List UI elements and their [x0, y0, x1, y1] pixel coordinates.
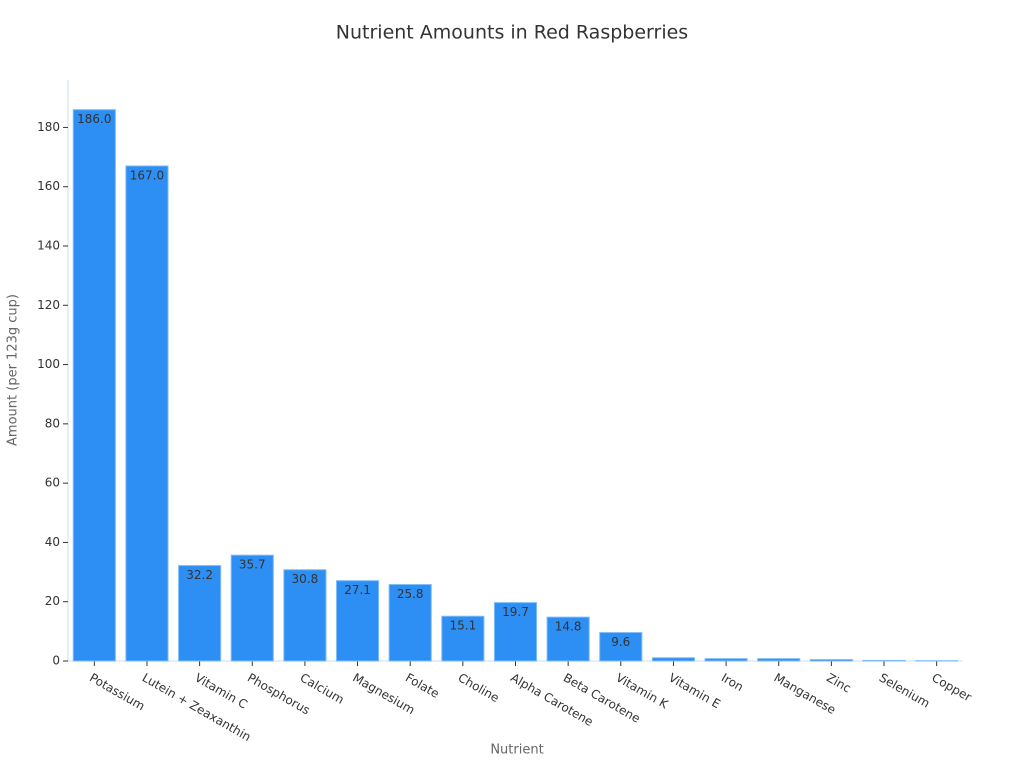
- bar: [230, 554, 274, 662]
- y-tick-label: 180: [37, 120, 60, 134]
- y-tick-label: 80: [45, 416, 60, 430]
- value-label: 15.1: [449, 619, 476, 633]
- bar: [178, 565, 222, 662]
- x-axis-title: Nutrient: [490, 743, 543, 758]
- y-tick-label: 0: [52, 654, 60, 668]
- x-tick-label: Vitamin E: [666, 671, 723, 712]
- bar: [546, 616, 590, 662]
- x-tick-label: Zinc: [824, 671, 853, 696]
- bar: [441, 615, 485, 662]
- bar: [599, 632, 643, 662]
- value-label: 35.7: [239, 558, 266, 572]
- y-tick-label: 100: [37, 357, 60, 371]
- y-tick-label: 20: [45, 594, 60, 608]
- chart-title: Nutrient Amounts in Red Raspberries: [336, 22, 688, 44]
- value-label: 32.2: [186, 568, 213, 582]
- x-tick-label: Potassium: [87, 671, 147, 714]
- x-tick-label: Iron: [719, 671, 746, 695]
- y-tick-label: 120: [37, 298, 60, 312]
- bar: [283, 569, 327, 662]
- x-tick-label: Choline: [456, 671, 502, 706]
- y-tick-label: 60: [45, 476, 60, 490]
- value-label: 25.8: [397, 587, 424, 601]
- y-tick-label: 40: [45, 535, 60, 549]
- bar: [862, 659, 906, 662]
- value-label: 19.7: [502, 605, 529, 619]
- x-tick-label: Copper: [929, 671, 974, 705]
- y-tick-label: 160: [37, 179, 60, 193]
- y-tick-label: 140: [37, 239, 60, 253]
- bar: [336, 580, 380, 662]
- value-label: 9.6: [611, 635, 630, 649]
- value-label: 186.0: [77, 112, 111, 126]
- value-label: 30.8: [292, 572, 319, 586]
- bar: [757, 658, 801, 662]
- bar: [704, 658, 748, 662]
- y-axis-title: Amount (per 123g cup): [6, 294, 21, 446]
- x-tick-label: Folate: [403, 671, 442, 701]
- bar: [493, 602, 538, 662]
- value-label: 14.8: [555, 620, 582, 634]
- bar: [125, 165, 169, 662]
- bar: [651, 657, 695, 662]
- bar: [72, 109, 116, 662]
- value-label: 167.0: [130, 168, 164, 182]
- bar: [388, 584, 432, 662]
- x-tick-label: Selenium: [877, 671, 932, 711]
- value-label: 27.1: [344, 583, 371, 597]
- bar: [809, 659, 853, 662]
